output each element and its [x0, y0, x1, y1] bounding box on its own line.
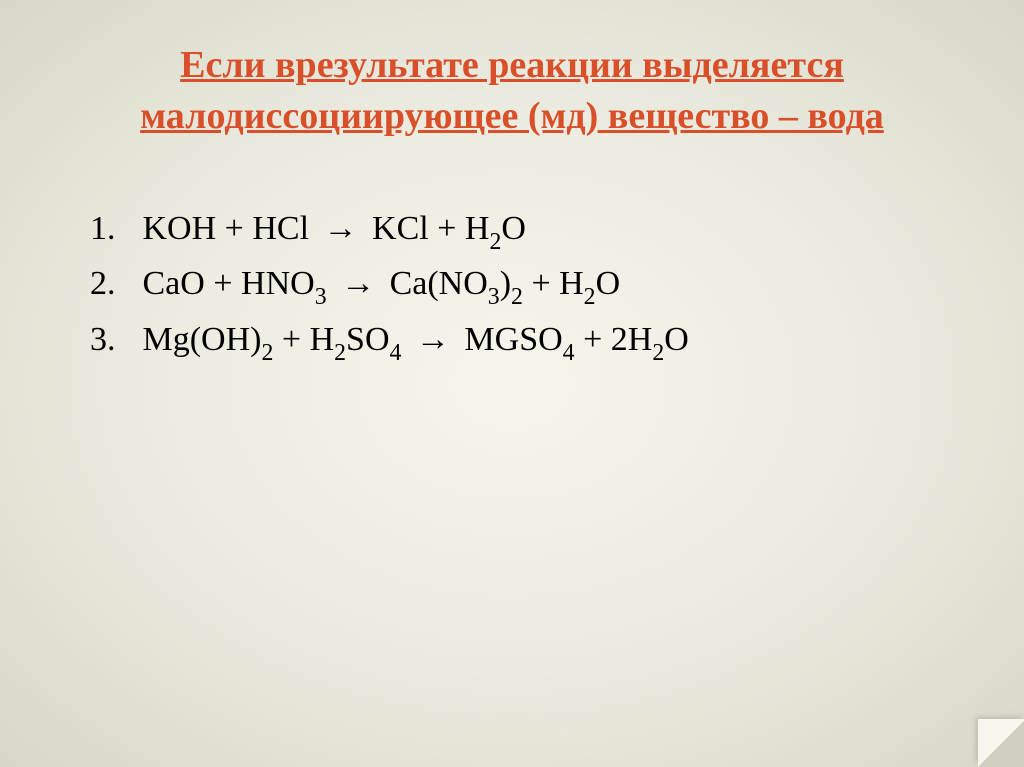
subscript: 3 [488, 284, 500, 310]
subscript: 3 [315, 284, 327, 310]
subscript: 2 [584, 284, 596, 310]
slide-title: Если врезультате реакции выделяется мало… [70, 40, 954, 143]
equation-text [401, 321, 410, 358]
equation-text: HCl [252, 210, 317, 247]
subscript: 4 [563, 340, 575, 366]
subscript: 2 [489, 229, 501, 255]
subscript: 4 [390, 340, 402, 366]
equation-text: KCl + H [372, 210, 489, 247]
equation-text: Mg(OH) [143, 321, 262, 358]
equation-text: KOH [143, 210, 217, 247]
equation-text: + 2H [583, 321, 652, 358]
slide: Если врезультате реакции выделяется мало… [0, 0, 1024, 767]
equation-number: 1. [90, 203, 134, 256]
equation-list: 1. KOH + HCl → KCl + H2O 2. CaO + HNO3 →… [70, 203, 954, 370]
arrow-icon: → [318, 203, 364, 256]
subscript: 2 [652, 340, 664, 366]
equation-text: O [596, 265, 621, 302]
equation-text: + [225, 210, 244, 247]
equation-text: ) [500, 265, 511, 302]
equation-row: 2. CaO + HNO3 → Ca(NO3)2 + H2O [90, 258, 954, 314]
subscript: 2 [261, 340, 273, 366]
equation-text: MGSO [464, 321, 562, 358]
subscript: 2 [511, 284, 523, 310]
equation-number: 2. [90, 258, 134, 311]
equation-text: + [213, 265, 232, 302]
equation-text: O [664, 321, 689, 358]
equation-text: + H [531, 265, 583, 302]
equation-row: 1. KOH + HCl → KCl + H2O [90, 203, 954, 259]
equation-text: SO [346, 321, 389, 358]
equation-text: Ca(NO [390, 265, 488, 302]
equation-number: 3. [90, 314, 134, 367]
equation-text: H [310, 321, 335, 358]
arrow-icon: → [410, 314, 456, 367]
equation-text: CaO [143, 265, 205, 302]
page-corner-fold-icon [976, 719, 1024, 767]
equation-row: 3. Mg(OH)2 + H2SO4 → MGSO4 + 2H2O [90, 314, 954, 370]
equation-text [327, 265, 336, 302]
arrow-icon: → [335, 258, 381, 311]
equation-text: + [282, 321, 301, 358]
equation-text: O [501, 210, 526, 247]
subscript: 2 [334, 340, 346, 366]
equation-text: HNO [241, 265, 315, 302]
